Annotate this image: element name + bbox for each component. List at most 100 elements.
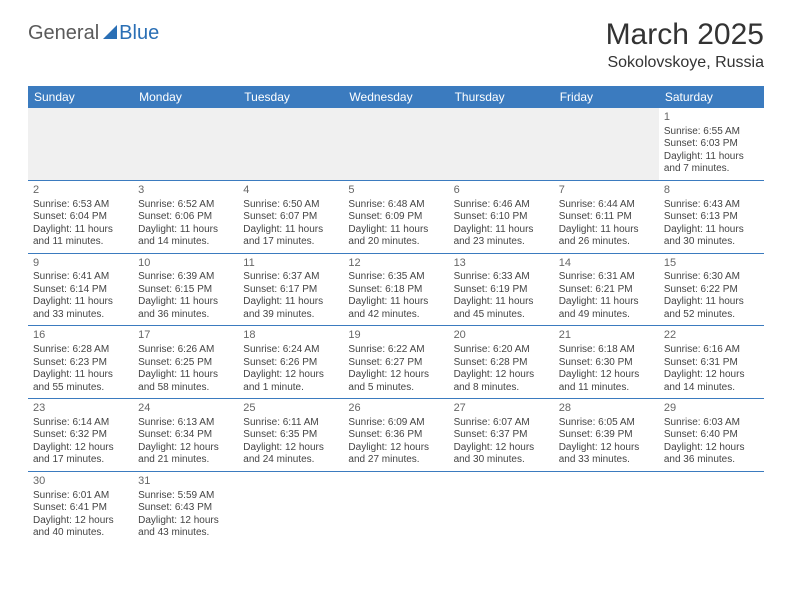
day-info-line: Sunset: 6:21 PM: [559, 284, 654, 297]
day-number: 1: [664, 111, 759, 125]
day-info-line: Daylight: 11 hours: [348, 296, 443, 309]
day-info-line: and 27 minutes.: [348, 454, 443, 467]
day-info-line: and 8 minutes.: [454, 382, 549, 395]
day-info-line: Daylight: 12 hours: [33, 442, 128, 455]
day-info-line: and 30 minutes.: [454, 454, 549, 467]
day-info-line: Sunset: 6:14 PM: [33, 284, 128, 297]
calendar-day-cell: 19Sunrise: 6:22 AMSunset: 6:27 PMDayligh…: [343, 326, 448, 399]
day-number: 23: [33, 402, 128, 416]
weekday-header: Friday: [554, 86, 659, 108]
day-info-line: Sunrise: 6:41 AM: [33, 271, 128, 284]
calendar-day-cell: 20Sunrise: 6:20 AMSunset: 6:28 PMDayligh…: [449, 326, 554, 399]
day-info-line: and 11 minutes.: [559, 382, 654, 395]
weekday-header: Wednesday: [343, 86, 448, 108]
day-info-line: Daylight: 12 hours: [664, 442, 759, 455]
calendar-day-cell: 3Sunrise: 6:52 AMSunset: 6:06 PMDaylight…: [133, 180, 238, 253]
day-info-line: and 55 minutes.: [33, 382, 128, 395]
weekday-header: Thursday: [449, 86, 554, 108]
day-number: 13: [454, 257, 549, 271]
day-number: 16: [33, 329, 128, 343]
logo-text-blue: Blue: [119, 22, 159, 45]
calendar-day-cell: 15Sunrise: 6:30 AMSunset: 6:22 PMDayligh…: [659, 253, 764, 326]
day-number: 26: [348, 402, 443, 416]
day-number: 6: [454, 184, 549, 198]
day-info-line: Daylight: 11 hours: [559, 296, 654, 309]
calendar-day-cell: [343, 471, 448, 543]
calendar-day-cell: 31Sunrise: 5:59 AMSunset: 6:43 PMDayligh…: [133, 471, 238, 543]
day-info-line: Sunrise: 6:33 AM: [454, 271, 549, 284]
weekday-header: Monday: [133, 86, 238, 108]
day-info-line: Sunset: 6:34 PM: [138, 429, 233, 442]
day-info-line: Daylight: 12 hours: [559, 369, 654, 382]
calendar-week-row: 2Sunrise: 6:53 AMSunset: 6:04 PMDaylight…: [28, 180, 764, 253]
day-info-line: and 20 minutes.: [348, 236, 443, 249]
calendar-day-cell: 9Sunrise: 6:41 AMSunset: 6:14 PMDaylight…: [28, 253, 133, 326]
day-info-line: and 49 minutes.: [559, 309, 654, 322]
day-number: 29: [664, 402, 759, 416]
day-info-line: Sunset: 6:32 PM: [33, 429, 128, 442]
calendar-day-cell: 18Sunrise: 6:24 AMSunset: 6:26 PMDayligh…: [238, 326, 343, 399]
day-info-line: and 33 minutes.: [559, 454, 654, 467]
day-number: 21: [559, 329, 654, 343]
calendar-day-cell: 8Sunrise: 6:43 AMSunset: 6:13 PMDaylight…: [659, 180, 764, 253]
day-number: 5: [348, 184, 443, 198]
day-info-line: and 14 minutes.: [664, 382, 759, 395]
day-info-line: Sunrise: 6:01 AM: [33, 490, 128, 503]
day-info-line: Sunset: 6:35 PM: [243, 429, 338, 442]
day-info-line: and 45 minutes.: [454, 309, 549, 322]
day-info-line: Daylight: 12 hours: [454, 442, 549, 455]
calendar-day-cell: 26Sunrise: 6:09 AMSunset: 6:36 PMDayligh…: [343, 399, 448, 472]
calendar-day-cell: 4Sunrise: 6:50 AMSunset: 6:07 PMDaylight…: [238, 180, 343, 253]
calendar-day-cell: 7Sunrise: 6:44 AMSunset: 6:11 PMDaylight…: [554, 180, 659, 253]
day-info-line: Sunset: 6:28 PM: [454, 357, 549, 370]
day-info-line: Sunrise: 6:30 AM: [664, 271, 759, 284]
calendar-day-cell: [238, 471, 343, 543]
day-info-line: Sunset: 6:19 PM: [454, 284, 549, 297]
day-number: 18: [243, 329, 338, 343]
logo-sail-icon: [103, 25, 117, 39]
day-info-line: Sunrise: 6:11 AM: [243, 417, 338, 430]
calendar-day-cell: 21Sunrise: 6:18 AMSunset: 6:30 PMDayligh…: [554, 326, 659, 399]
day-number: 3: [138, 184, 233, 198]
calendar-day-cell: 23Sunrise: 6:14 AMSunset: 6:32 PMDayligh…: [28, 399, 133, 472]
day-info-line: Sunset: 6:11 PM: [559, 211, 654, 224]
calendar-day-cell: 10Sunrise: 6:39 AMSunset: 6:15 PMDayligh…: [133, 253, 238, 326]
day-info-line: Sunset: 6:40 PM: [664, 429, 759, 442]
day-info-line: Daylight: 11 hours: [664, 224, 759, 237]
calendar-day-cell: 5Sunrise: 6:48 AMSunset: 6:09 PMDaylight…: [343, 180, 448, 253]
day-info-line: Sunset: 6:26 PM: [243, 357, 338, 370]
day-info-line: Sunrise: 6:55 AM: [664, 126, 759, 139]
day-info-line: Daylight: 12 hours: [138, 515, 233, 528]
day-number: 7: [559, 184, 654, 198]
calendar-day-cell: 11Sunrise: 6:37 AMSunset: 6:17 PMDayligh…: [238, 253, 343, 326]
day-info-line: Sunset: 6:07 PM: [243, 211, 338, 224]
day-info-line: Daylight: 11 hours: [559, 224, 654, 237]
calendar-header-row: SundayMondayTuesdayWednesdayThursdayFrid…: [28, 86, 764, 108]
day-info-line: Sunset: 6:03 PM: [664, 138, 759, 151]
day-info-line: Daylight: 12 hours: [138, 442, 233, 455]
day-info-line: Sunrise: 6:31 AM: [559, 271, 654, 284]
calendar-day-cell: [449, 108, 554, 180]
day-info-line: and 7 minutes.: [664, 163, 759, 176]
day-info-line: Sunset: 6:36 PM: [348, 429, 443, 442]
calendar-day-cell: 17Sunrise: 6:26 AMSunset: 6:25 PMDayligh…: [133, 326, 238, 399]
day-info-line: Sunrise: 6:35 AM: [348, 271, 443, 284]
calendar-day-cell: [133, 108, 238, 180]
day-number: 24: [138, 402, 233, 416]
day-info-line: Sunset: 6:09 PM: [348, 211, 443, 224]
calendar-day-cell: 30Sunrise: 6:01 AMSunset: 6:41 PMDayligh…: [28, 471, 133, 543]
day-info-line: and 43 minutes.: [138, 527, 233, 540]
day-info-line: Sunrise: 5:59 AM: [138, 490, 233, 503]
day-number: 25: [243, 402, 338, 416]
calendar-table: SundayMondayTuesdayWednesdayThursdayFrid…: [28, 86, 764, 544]
day-info-line: Sunrise: 6:53 AM: [33, 199, 128, 212]
day-info-line: Sunset: 6:37 PM: [454, 429, 549, 442]
month-title: March 2025: [606, 18, 764, 52]
calendar-day-cell: 25Sunrise: 6:11 AMSunset: 6:35 PMDayligh…: [238, 399, 343, 472]
day-info-line: Sunrise: 6:28 AM: [33, 344, 128, 357]
day-info-line: Daylight: 12 hours: [243, 442, 338, 455]
day-info-line: Daylight: 12 hours: [559, 442, 654, 455]
day-info-line: Sunrise: 6:20 AM: [454, 344, 549, 357]
day-info-line: Sunset: 6:13 PM: [664, 211, 759, 224]
calendar-day-cell: 13Sunrise: 6:33 AMSunset: 6:19 PMDayligh…: [449, 253, 554, 326]
